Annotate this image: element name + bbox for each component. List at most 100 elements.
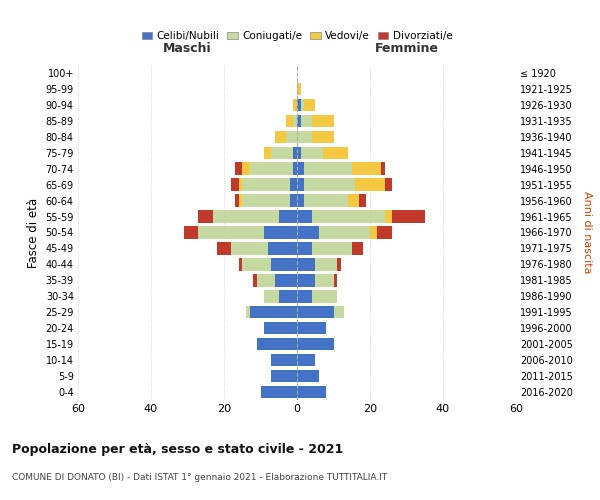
Bar — [239, 194, 242, 207]
Bar — [311, 290, 337, 302]
Bar — [257, 274, 275, 286]
Bar — [271, 354, 297, 366]
Bar — [279, 210, 297, 223]
Bar — [385, 178, 392, 191]
Bar — [242, 258, 271, 270]
Bar — [286, 114, 293, 127]
Bar — [286, 130, 297, 143]
Bar — [381, 162, 385, 175]
Bar — [297, 290, 311, 302]
Bar — [235, 162, 242, 175]
Bar — [271, 146, 293, 159]
Bar — [352, 242, 362, 254]
Bar — [275, 130, 286, 143]
Bar — [235, 194, 239, 207]
Bar — [297, 146, 301, 159]
Bar — [348, 194, 359, 207]
Bar — [242, 162, 250, 175]
Bar — [297, 82, 301, 95]
Bar — [199, 210, 213, 223]
Bar — [264, 290, 279, 302]
Bar — [297, 370, 319, 382]
Bar — [184, 226, 199, 238]
Bar — [264, 322, 297, 334]
Bar — [304, 178, 355, 191]
Bar — [297, 98, 301, 111]
Bar — [271, 258, 297, 270]
Bar — [297, 210, 311, 223]
Bar — [311, 242, 352, 254]
Bar — [377, 226, 392, 238]
Bar — [352, 162, 381, 175]
Bar — [242, 178, 290, 191]
Legend: Celibi/Nubili, Coniugati/e, Vedovi/e, Divorziati/e: Celibi/Nubili, Coniugati/e, Vedovi/e, Di… — [137, 26, 457, 45]
Bar — [315, 274, 334, 286]
Bar — [239, 178, 242, 191]
Text: Popolazione per età, sesso e stato civile - 2021: Popolazione per età, sesso e stato civil… — [12, 442, 343, 456]
Bar — [279, 290, 297, 302]
Bar — [293, 114, 297, 127]
Y-axis label: Fasce di età: Fasce di età — [27, 198, 40, 268]
Bar — [301, 146, 323, 159]
Bar — [232, 242, 268, 254]
Bar — [385, 210, 392, 223]
Bar — [301, 98, 304, 111]
Bar — [311, 114, 334, 127]
Bar — [334, 306, 344, 318]
Y-axis label: Anni di nascita: Anni di nascita — [583, 191, 592, 274]
Bar — [242, 194, 290, 207]
Bar — [297, 178, 304, 191]
Bar — [213, 210, 279, 223]
Bar — [297, 354, 315, 366]
Bar — [297, 306, 334, 318]
Bar — [323, 146, 348, 159]
Bar — [199, 226, 264, 238]
Bar — [334, 274, 337, 286]
Bar — [311, 130, 334, 143]
Bar — [297, 242, 311, 254]
Bar — [293, 98, 297, 111]
Bar — [297, 162, 304, 175]
Bar — [319, 226, 370, 238]
Text: Femmine: Femmine — [374, 42, 439, 55]
Bar — [239, 258, 242, 270]
Bar — [311, 210, 385, 223]
Bar — [250, 306, 297, 318]
Bar — [370, 226, 377, 238]
Bar — [297, 338, 334, 350]
Bar — [250, 162, 293, 175]
Text: COMUNE DI DONATO (BI) - Dati ISTAT 1° gennaio 2021 - Elaborazione TUTTITALIA.IT: COMUNE DI DONATO (BI) - Dati ISTAT 1° ge… — [12, 472, 387, 482]
Bar — [297, 386, 326, 398]
Bar — [297, 194, 304, 207]
Bar — [260, 386, 297, 398]
Bar — [359, 194, 367, 207]
Bar — [271, 370, 297, 382]
Bar — [246, 306, 250, 318]
Bar — [264, 226, 297, 238]
Bar — [293, 162, 297, 175]
Bar — [315, 258, 337, 270]
Bar — [253, 274, 257, 286]
Bar — [304, 98, 315, 111]
Bar — [275, 274, 297, 286]
Bar — [293, 146, 297, 159]
Bar — [304, 162, 352, 175]
Bar — [290, 178, 297, 191]
Bar — [392, 210, 425, 223]
Bar — [297, 114, 301, 127]
Bar — [297, 258, 315, 270]
Bar — [217, 242, 232, 254]
Bar — [264, 146, 271, 159]
Bar — [355, 178, 385, 191]
Bar — [304, 194, 348, 207]
Bar — [297, 226, 319, 238]
Bar — [337, 258, 341, 270]
Bar — [297, 274, 315, 286]
Bar — [232, 178, 239, 191]
Bar — [301, 114, 311, 127]
Bar — [290, 194, 297, 207]
Bar — [257, 338, 297, 350]
Text: Maschi: Maschi — [163, 42, 212, 55]
Bar — [297, 130, 311, 143]
Bar — [297, 322, 326, 334]
